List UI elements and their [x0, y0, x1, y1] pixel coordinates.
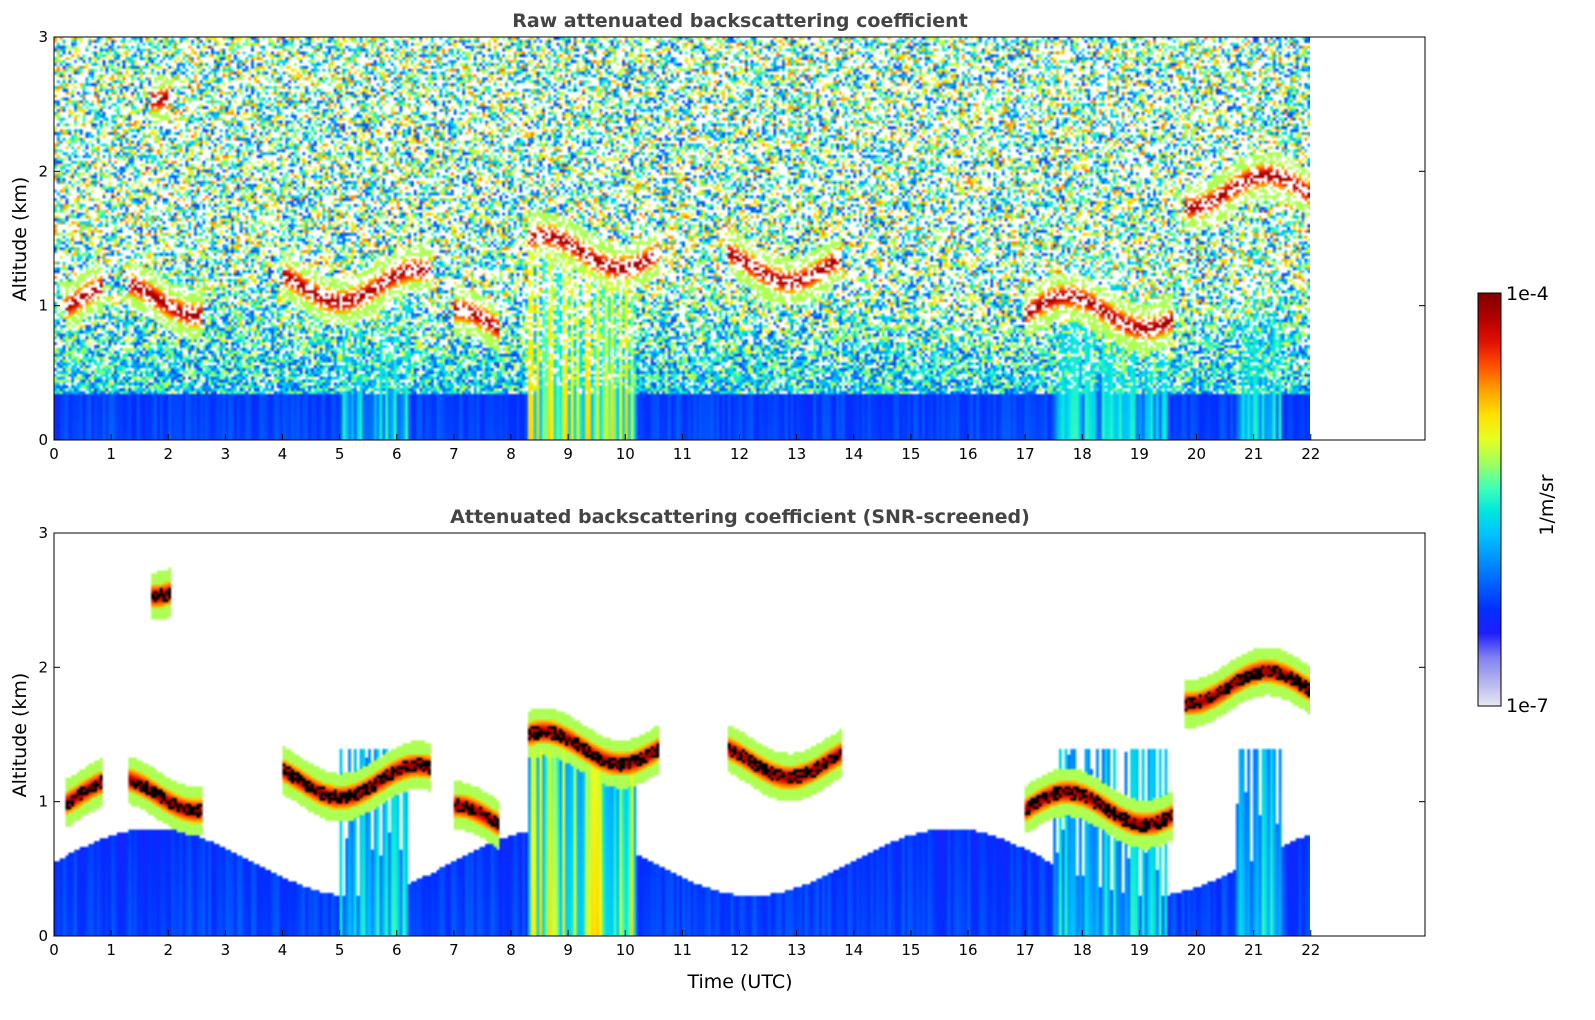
x-tick-label: 0 [49, 445, 59, 463]
panel-title: Raw attenuated backscattering coefficien… [512, 10, 968, 32]
x-tick-label: 6 [392, 445, 402, 463]
y-tick-label: 0 [38, 927, 48, 945]
x-tick-label: 14 [844, 941, 863, 959]
x-tick-label: 16 [958, 445, 977, 463]
backscatter-heatmap [54, 37, 1310, 440]
x-tick-label: 11 [673, 941, 692, 959]
y-tick-label: 2 [38, 162, 48, 180]
colorbar-min-label: 1e-7 [1506, 695, 1549, 717]
x-tick-label: 0 [49, 941, 59, 959]
y-axis: 0 1 2 3 [38, 28, 1425, 449]
x-tick-label: 20 [1187, 445, 1206, 463]
panel-raw: Raw attenuated backscattering coefficien… [9, 10, 1426, 463]
x-tick-label: 9 [563, 445, 573, 463]
x-tick-label: 21 [1244, 445, 1263, 463]
y-tick-label: 2 [38, 658, 48, 676]
x-tick-label: 3 [221, 941, 231, 959]
x-axis: 0 1 2 3 4 5 6 7 8 9 10 11 12 13 14 15 16 17 18 19 20 21 22 [49, 930, 1320, 959]
x-tick-label: 4 [278, 941, 288, 959]
x-tick-label: 22 [1301, 445, 1320, 463]
x-axis: 0 1 2 3 4 5 6 7 8 9 10 11 12 13 14 15 16 17 18 19 20 21 22 [49, 434, 1320, 463]
heatmap-raw [54, 37, 1310, 440]
x-tick-label: 5 [335, 445, 345, 463]
panel-title: Attenuated backscattering coefficient (S… [450, 506, 1030, 528]
x-tick-label: 15 [901, 941, 920, 959]
panel-screened: Attenuated backscattering coefficient (S… [9, 506, 1426, 993]
x-tick-label: 10 [616, 445, 635, 463]
x-tick-label: 20 [1187, 941, 1206, 959]
x-tick-label: 7 [449, 941, 459, 959]
y-tick-label: 1 [38, 793, 48, 811]
x-tick-label: 16 [958, 941, 977, 959]
y-axis: 0 1 2 3 [38, 524, 1425, 945]
x-tick-label: 1 [106, 941, 116, 959]
y-axis-label: Altitude (km) [9, 673, 31, 798]
x-tick-label: 4 [278, 445, 288, 463]
x-tick-label: 2 [163, 941, 173, 959]
x-tick-label: 2 [163, 445, 173, 463]
colorbar-unit-label: 1/m/sr [1536, 474, 1558, 535]
x-tick-label: 12 [730, 941, 749, 959]
x-tick-label: 11 [673, 445, 692, 463]
x-tick-label: 19 [1130, 941, 1149, 959]
backscatter-heatmap [54, 533, 1310, 936]
y-tick-label: 3 [38, 524, 48, 542]
x-axis-label: Time (UTC) [686, 971, 792, 993]
colorbar: 1e-4 1e-7 1/m/sr [1477, 283, 1558, 717]
x-tick-label: 7 [449, 445, 459, 463]
x-tick-label: 13 [787, 445, 806, 463]
y-tick-label: 0 [38, 431, 48, 449]
x-tick-label: 13 [787, 941, 806, 959]
colorbar-max-label: 1e-4 [1506, 283, 1549, 305]
x-tick-label: 15 [901, 445, 920, 463]
x-tick-label: 17 [1016, 445, 1035, 463]
heatmap-screened [54, 533, 1310, 936]
colorbar-gradient [1477, 292, 1502, 707]
y-axis-label: Altitude (km) [9, 177, 31, 302]
x-tick-label: 18 [1073, 445, 1092, 463]
x-tick-label: 10 [616, 941, 635, 959]
x-tick-label: 19 [1130, 445, 1149, 463]
x-tick-label: 14 [844, 445, 863, 463]
y-tick-label: 1 [38, 297, 48, 315]
x-tick-label: 17 [1016, 941, 1035, 959]
x-tick-label: 22 [1301, 941, 1320, 959]
x-tick-label: 1 [106, 445, 116, 463]
x-tick-label: 3 [221, 445, 231, 463]
x-tick-label: 8 [506, 941, 516, 959]
y-tick-label: 3 [38, 28, 48, 46]
x-tick-label: 18 [1073, 941, 1092, 959]
x-tick-label: 9 [563, 941, 573, 959]
x-tick-label: 21 [1244, 941, 1263, 959]
x-tick-label: 5 [335, 941, 345, 959]
x-tick-label: 8 [506, 445, 516, 463]
x-tick-label: 6 [392, 941, 402, 959]
x-tick-label: 12 [730, 445, 749, 463]
